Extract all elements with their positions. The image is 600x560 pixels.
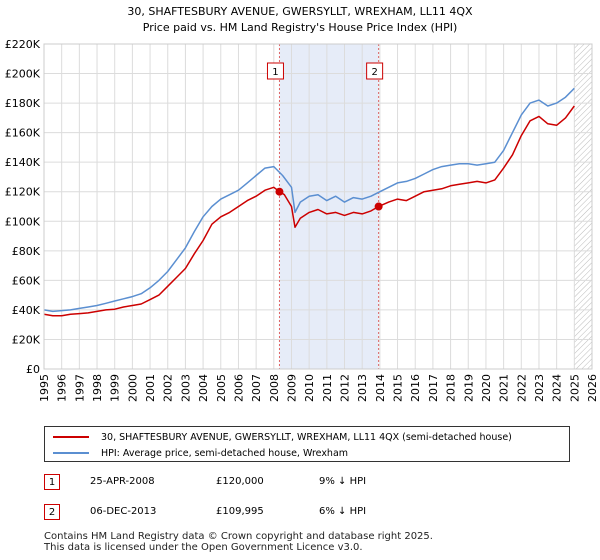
x-tick-label: 2003	[179, 374, 192, 402]
future-region	[574, 44, 592, 369]
chart-legend: 30, SHAFTESBURY AVENUE, GWERSYLLT, WREXH…	[44, 426, 570, 462]
marker-box	[366, 62, 384, 80]
x-tick-label: 2020	[480, 374, 493, 402]
price-chart: 30, SHAFTESBURY AVENUE, GWERSYLLT, WREXH…	[5, 5, 599, 402]
x-tick-label: 2010	[303, 374, 316, 402]
x-tick-label: 2004	[197, 374, 210, 402]
y-tick-label: £0	[26, 363, 40, 376]
chart-subtitle: Price paid vs. HM Land Registry's House …	[143, 21, 458, 34]
x-tick-label: 2011	[321, 374, 334, 402]
transaction-hpi-diff: 9% ↓ HPI	[319, 476, 367, 487]
x-tick-label: 2014	[374, 374, 387, 402]
series-line-property	[43, 105, 575, 317]
transaction-badge: 2	[44, 504, 60, 520]
transaction-hpi-diff: 6% ↓ HPI	[319, 506, 367, 517]
x-tick-label: 2016	[409, 374, 422, 402]
legend-item-hpi: HPI: Average price, semi-detached house,…	[53, 445, 348, 461]
y-tick-label: £40K	[12, 304, 41, 317]
y-tick-label: £80K	[12, 245, 41, 258]
y-tick-label: £60K	[12, 274, 41, 287]
x-tick-label: 2022	[515, 374, 528, 402]
y-tick-label: £120K	[5, 186, 41, 199]
sale-point	[275, 187, 284, 196]
y-tick-label: £20K	[12, 333, 41, 346]
y-tick-label: £220K	[5, 38, 41, 51]
x-tick-label: 2009	[285, 374, 298, 402]
x-tick-label: 2015	[392, 374, 405, 402]
sale-point	[374, 202, 383, 211]
marker-box	[266, 62, 284, 80]
y-tick-label: £160K	[5, 127, 41, 140]
transaction-date: 25-APR-2008	[90, 476, 155, 487]
legend-item-property: 30, SHAFTESBURY AVENUE, GWERSYLLT, WREXH…	[53, 429, 512, 445]
legend-label-hpi: HPI: Average price, semi-detached house,…	[101, 447, 349, 459]
legend-swatch-property	[53, 436, 89, 438]
chart-title: 30, SHAFTESBURY AVENUE, GWERSYLLT, WREXH…	[127, 5, 473, 18]
x-tick-label: 2007	[250, 374, 263, 402]
transaction-badge: 1	[44, 474, 60, 490]
x-tick-label: 2017	[427, 374, 440, 402]
transaction-row: 1 25-APR-2008 £120,000 9% ↓ HPI	[44, 473, 574, 493]
marker-label: 2	[371, 67, 377, 78]
y-tick-label: £200K	[5, 68, 41, 81]
series-line-hpi	[43, 87, 575, 313]
marker-label: 1	[272, 67, 278, 78]
x-tick-label: 2000	[126, 374, 139, 402]
x-tick-label: 2018	[445, 374, 458, 402]
x-tick-label: 1999	[109, 374, 122, 402]
plot-frame	[43, 43, 593, 370]
footer-copyright: Contains HM Land Registry data © Crown c…	[44, 531, 433, 542]
x-tick-label: 2025	[568, 374, 581, 402]
x-tick-label: 1995	[38, 374, 51, 402]
x-tick-label: 2005	[215, 374, 228, 402]
x-tick-label: 2026	[586, 374, 599, 402]
x-tick-label: 2006	[232, 374, 245, 402]
x-tick-label: 2023	[533, 374, 546, 402]
x-tick-label: 2019	[462, 374, 475, 402]
x-tick-label: 1996	[56, 374, 69, 402]
footer: Contains HM Land Registry data © Crown c…	[44, 531, 433, 553]
footer-license: This data is licensed under the Open Gov…	[44, 542, 363, 553]
transaction-date: 06-DEC-2013	[90, 506, 157, 517]
transaction-row: 2 06-DEC-2013 £109,995 6% ↓ HPI	[44, 503, 574, 523]
y-tick-label: £140K	[5, 156, 41, 169]
y-tick-label: £100K	[5, 215, 41, 228]
x-tick-label: 2021	[498, 374, 511, 402]
x-tick-label: 2001	[144, 374, 157, 402]
x-tick-label: 2002	[162, 374, 175, 402]
x-tick-label: 2024	[551, 374, 564, 402]
x-tick-label: 2012	[339, 374, 352, 402]
y-tick-label: £180K	[5, 97, 41, 110]
x-tick-label: 1998	[91, 374, 104, 402]
legend-swatch-hpi	[53, 452, 89, 454]
x-tick-label: 1997	[73, 374, 86, 402]
transaction-price: £120,000	[216, 476, 264, 487]
transaction-price: £109,995	[216, 506, 264, 517]
legend-label-property: 30, SHAFTESBURY AVENUE, GWERSYLLT, WREXH…	[101, 431, 512, 443]
x-tick-label: 2013	[356, 374, 369, 402]
x-tick-label: 2008	[268, 374, 281, 402]
